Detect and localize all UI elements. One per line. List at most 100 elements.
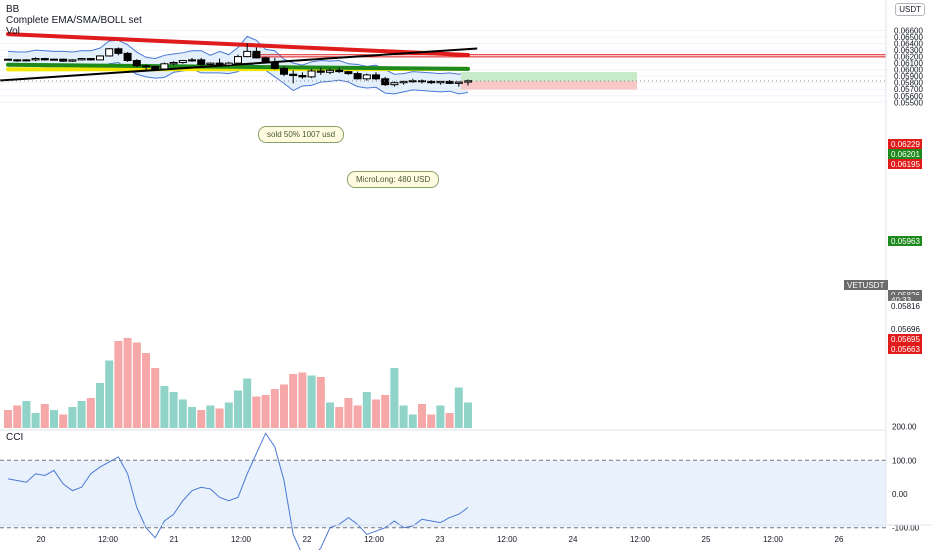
price-axis[interactable]: 0.066000.065000.064000.063000.062000.061… <box>894 27 923 108</box>
price-label-text: 0.05663 <box>891 345 920 354</box>
candle[interactable] <box>399 80 408 85</box>
candle[interactable] <box>454 81 463 87</box>
candle[interactable] <box>372 72 380 81</box>
candle-body <box>243 50 252 58</box>
candle-body <box>22 59 31 62</box>
volume-bar <box>307 375 316 428</box>
candle[interactable] <box>427 80 436 85</box>
time-axis[interactable]: 20 12:00 21 12:00 22 12:00 23 12:00 24 12:00 25 12:… <box>37 535 844 544</box>
price-label: 0.05963 <box>888 236 922 246</box>
legend-ema-sma-boll[interactable]: Complete EMA/SMA/BOLL set <box>6 15 142 26</box>
candle-body <box>399 80 408 84</box>
volume-bar <box>4 410 12 428</box>
volume-bar <box>132 342 141 428</box>
volume-bar <box>298 372 307 428</box>
candle[interactable] <box>77 57 86 61</box>
candle[interactable] <box>22 59 31 62</box>
volume-bar <box>445 413 454 428</box>
candle[interactable] <box>188 57 196 62</box>
candle[interactable] <box>445 80 454 85</box>
candle[interactable] <box>234 54 242 65</box>
volume-bar <box>123 338 132 428</box>
candle[interactable] <box>381 76 390 86</box>
candle[interactable] <box>261 56 270 64</box>
candle[interactable] <box>50 58 58 61</box>
volume-bar <box>215 408 224 428</box>
candle-body <box>326 69 334 73</box>
volume-bar <box>50 410 58 428</box>
price-label-bg <box>888 139 922 149</box>
candle[interactable] <box>142 64 150 70</box>
candle[interactable] <box>335 67 344 73</box>
candle[interactable] <box>390 81 399 87</box>
candle[interactable] <box>224 61 233 67</box>
candle-body <box>77 58 86 61</box>
volume-bar <box>86 398 95 428</box>
candle[interactable] <box>13 59 22 62</box>
candle[interactable] <box>68 59 77 62</box>
candle-body <box>280 67 288 75</box>
price-tick-label: 0.05700 <box>894 85 923 94</box>
candle[interactable] <box>270 57 279 70</box>
legend-bb[interactable]: BB <box>6 4 20 15</box>
volume-bar <box>151 368 160 428</box>
currency-button[interactable]: USDT <box>895 3 925 16</box>
candle-body <box>454 81 463 84</box>
candle-body <box>307 70 316 78</box>
candle[interactable] <box>326 68 334 75</box>
candle[interactable] <box>362 73 371 81</box>
candle[interactable] <box>307 69 316 79</box>
annotation-microlong[interactable]: MicroLong: 480 USD <box>347 171 440 188</box>
loss-zone[interactable] <box>461 81 637 90</box>
candle[interactable] <box>353 71 362 80</box>
candle-body <box>362 74 371 80</box>
price-tick-label: 0.05600 <box>894 92 923 101</box>
candle[interactable] <box>132 59 141 68</box>
volume-bar <box>436 405 445 428</box>
candle[interactable] <box>4 58 12 61</box>
candle-body <box>418 80 426 83</box>
candle[interactable] <box>215 58 224 66</box>
candle[interactable] <box>316 67 325 75</box>
legend-vol[interactable]: Vol <box>6 26 20 37</box>
candle[interactable] <box>31 57 40 62</box>
volume-bar <box>316 377 325 428</box>
price-label-bg <box>888 334 922 344</box>
candle[interactable] <box>280 66 288 77</box>
candle[interactable] <box>178 59 187 64</box>
candle-body <box>215 62 224 66</box>
trendline[interactable] <box>0 47 478 82</box>
time-tick-label: 12:00 <box>497 535 518 544</box>
candle[interactable] <box>206 62 215 66</box>
price-label-text: 0.06195 <box>891 160 920 169</box>
candle[interactable] <box>40 57 49 61</box>
candle[interactable] <box>96 55 104 61</box>
candle[interactable] <box>114 47 123 56</box>
candle[interactable] <box>289 70 298 84</box>
candle[interactable] <box>169 61 178 66</box>
candle[interactable] <box>160 62 169 71</box>
candle[interactable] <box>151 65 160 71</box>
candle-body <box>344 71 353 75</box>
volume-bar <box>31 413 40 428</box>
candle-body <box>188 59 196 62</box>
price-label-bg <box>888 301 922 311</box>
candle[interactable] <box>298 72 307 79</box>
volume-bar <box>252 396 261 428</box>
annotation-sold[interactable]: sold 50% 1007 usd <box>258 126 345 143</box>
volume-bar <box>40 404 49 428</box>
candle[interactable] <box>243 43 252 58</box>
price-label: 0.05695 <box>888 334 922 344</box>
candle[interactable] <box>123 52 132 62</box>
candle[interactable] <box>252 47 261 59</box>
candle[interactable] <box>197 57 206 66</box>
candle[interactable] <box>59 58 68 62</box>
candle[interactable] <box>344 70 353 75</box>
profit-zone[interactable] <box>461 72 637 82</box>
volume-bar <box>96 383 104 428</box>
candle[interactable] <box>86 57 95 61</box>
candle[interactable] <box>418 79 426 84</box>
candle[interactable] <box>105 48 114 57</box>
price-label-bg <box>844 280 888 290</box>
